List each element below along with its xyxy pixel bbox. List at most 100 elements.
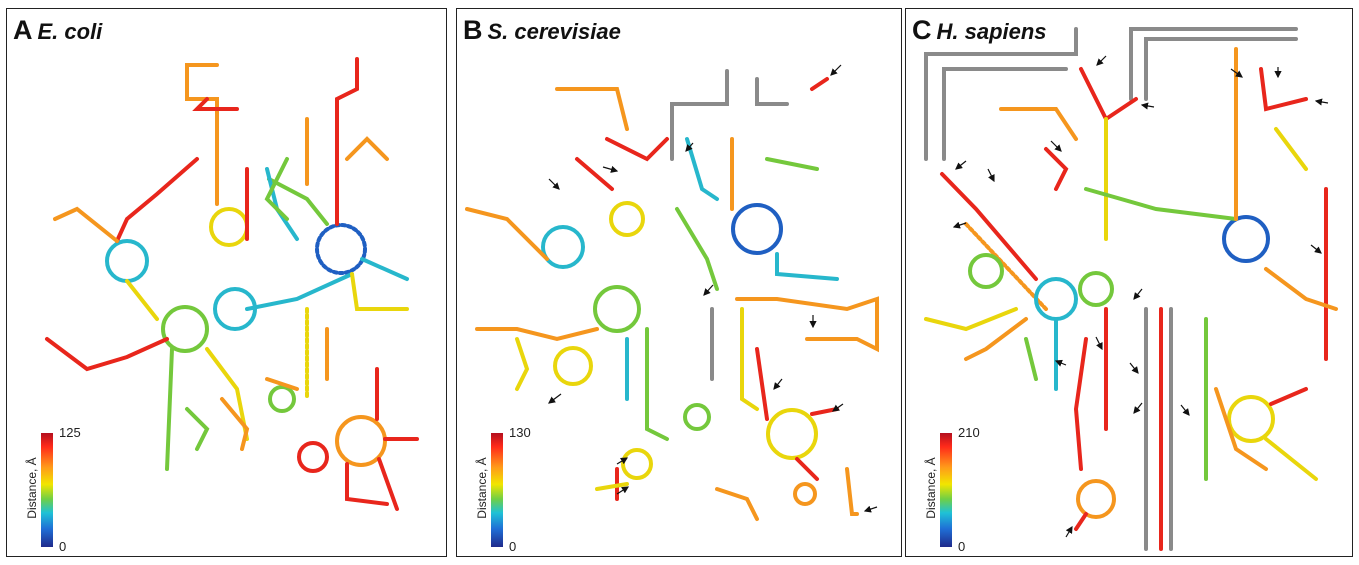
colorbar-b: 130 0 Distance, Å — [475, 425, 569, 555]
loop-a7 — [297, 441, 329, 473]
rrna-secondary-structure-diagram-c — [924, 27, 1338, 551]
colorbar-max-label: 210 — [958, 425, 980, 440]
stem-a11 — [267, 177, 329, 226]
panel-letter: A — [13, 15, 33, 45]
colorbar-axis-label: Distance, Å — [924, 457, 938, 519]
loop-a8 — [268, 385, 296, 413]
panel-letter: C — [912, 15, 932, 45]
arrow-b6 — [703, 284, 714, 296]
stem-c11 — [1084, 187, 1238, 221]
colorbar-gradient — [491, 433, 503, 547]
arrow-c14 — [1129, 362, 1139, 374]
arrow-group-b — [548, 64, 878, 513]
panel-b: B S. cerevisiae — [456, 8, 902, 557]
loop-c2 — [1034, 277, 1078, 321]
panel-b-header: B S. cerevisiae — [463, 15, 621, 46]
stem-a6 — [45, 337, 169, 372]
stem-a7 — [165, 347, 174, 471]
stem-a20 — [345, 462, 389, 506]
stem-b26 — [675, 207, 719, 291]
stem-b12 — [475, 327, 599, 342]
stem-c2 — [942, 67, 1068, 161]
arrow-b4 — [830, 64, 842, 76]
stem-c17 — [924, 307, 1018, 332]
loop-a2 — [161, 305, 209, 353]
loop-c4 — [1222, 215, 1270, 263]
loop-b4 — [609, 201, 645, 237]
stem-a15 — [350, 272, 409, 311]
arrow-b8 — [773, 378, 783, 390]
stem-c8 — [964, 222, 1048, 311]
stem-a27 — [220, 397, 250, 451]
stem-a26 — [185, 407, 210, 451]
stem-b4 — [670, 69, 729, 161]
arrow-c10 — [1310, 244, 1322, 254]
arrow-group-c — [952, 55, 1329, 538]
rrna-secondary-structure-diagram-b — [465, 64, 879, 521]
stem-b22 — [845, 467, 859, 516]
loop-b9 — [793, 482, 817, 506]
loop-b3 — [553, 346, 593, 386]
stem-b7 — [685, 137, 719, 201]
stem-a8 — [205, 347, 249, 441]
arrow-b10 — [616, 457, 629, 465]
stem-c26 — [1214, 387, 1268, 471]
stem-b1 — [575, 157, 614, 191]
arrow-b1 — [548, 178, 560, 190]
arrow-c5 — [1314, 98, 1329, 106]
arrow-b9 — [832, 403, 844, 412]
stem-c27 — [1269, 387, 1308, 406]
arrow-b12 — [863, 505, 878, 513]
stem-b21 — [795, 457, 819, 481]
arrow-c8 — [987, 168, 995, 183]
stem-c3 — [1129, 27, 1298, 101]
stem-b14 — [515, 337, 530, 391]
arrow-b11 — [616, 486, 630, 495]
stem-b9 — [765, 157, 819, 171]
stem-c29 — [1074, 512, 1088, 531]
stem-a22 — [265, 377, 299, 391]
loop-b1 — [541, 225, 585, 269]
stem-c18 — [964, 317, 1028, 361]
arrow-c3 — [1230, 68, 1243, 78]
arrow-b2 — [602, 165, 619, 173]
colorbar-axis-label: Distance, Å — [475, 457, 489, 519]
loop-b5 — [731, 203, 783, 255]
colorbar-a: 125 0 Distance, Å — [25, 425, 119, 555]
stem-c13 — [1259, 67, 1308, 112]
arrow-c15 — [1133, 402, 1143, 414]
stem-a5 — [125, 279, 159, 321]
stem-b13 — [465, 207, 549, 261]
stem-b19 — [755, 347, 769, 421]
arrow-c1 — [1096, 55, 1107, 66]
loop-c3 — [1078, 271, 1114, 307]
stem-b24 — [595, 482, 629, 491]
stem-c28 — [1264, 437, 1318, 481]
panel-c: C H. sapiens — [905, 8, 1353, 557]
stem-c9 — [999, 107, 1078, 141]
arrow-c11 — [1133, 288, 1143, 300]
colorbar-gradient — [41, 433, 53, 547]
stem-b2 — [605, 137, 669, 162]
arrow-c2 — [1140, 102, 1155, 110]
panel-species-name: E. coli — [37, 19, 103, 44]
loop-a5 — [315, 223, 367, 275]
stem-a2 — [192, 97, 239, 111]
colorbar-min-label: 0 — [59, 539, 67, 554]
panel-a: A E. coli — [6, 8, 447, 557]
loop-b2 — [593, 285, 641, 333]
arrow-b3 — [685, 142, 694, 152]
stem-c16 — [1264, 267, 1338, 311]
stem-a25 — [264, 157, 289, 221]
stem-a1 — [185, 63, 219, 206]
stem-a13 — [345, 136, 389, 161]
loop-a4 — [209, 207, 249, 247]
stem-b25 — [715, 487, 759, 521]
stem-c1 — [924, 27, 1078, 161]
stem-b20 — [810, 407, 839, 416]
colorbar-min-label: 0 — [958, 539, 966, 554]
arrow-c12 — [1095, 336, 1103, 351]
loop-c5 — [1227, 395, 1275, 443]
colorbar-gradient — [940, 433, 952, 547]
panel-letter: B — [463, 15, 483, 45]
